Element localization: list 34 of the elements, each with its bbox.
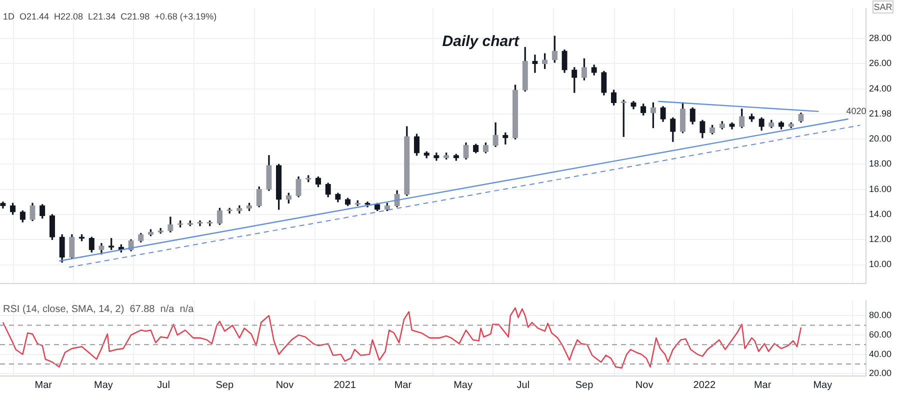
annotation: 1D O21.44 H22.08 L21.34 C21.98 +0.68 (+3.19%) [3, 11, 217, 22]
x-tick-label: 2021 [334, 380, 356, 391]
y-axis-title: SAR [874, 2, 893, 12]
x-tick-label: May [813, 380, 832, 391]
y-tick-label: 16.00 [869, 184, 892, 194]
x-tick-label: Jul [516, 380, 530, 391]
series-label: 4020 [846, 106, 866, 116]
text: Daily chart [442, 33, 520, 50]
x-tick-label: Mar [34, 380, 53, 391]
y-tick-label: 26.00 [869, 58, 892, 68]
x-tick-label: 2022 [693, 380, 716, 391]
y-tick-label: 60.00 [869, 329, 892, 340]
y-tick-label: 21.98 [869, 108, 892, 119]
candlestick [532, 54, 538, 73]
y-tick-label: 12.00 [869, 234, 892, 244]
x-tick-label: Jul [157, 380, 170, 391]
y-tick-label: 28.00 [869, 33, 892, 44]
y-tick-label: 40.00 [869, 348, 892, 359]
x-tick-label: Mar [754, 380, 772, 391]
y-tick-label: 20.00 [869, 134, 892, 144]
x-tick-label: Sep [216, 380, 234, 391]
x-tick-label: May [454, 380, 472, 391]
y-tick-label: 24.00 [869, 83, 892, 94]
y-tick-label: 18.00 [869, 158, 892, 169]
x-tick-label: Mar [394, 380, 412, 391]
y-tick-label: 80.00 [869, 310, 892, 320]
x-tick-label: Sep [575, 380, 594, 391]
x-tick-label: May [94, 380, 113, 391]
y-tick-label: 14.00 [869, 208, 892, 219]
y-tick-label: 10.00 [869, 259, 892, 270]
x-tick-label: Nov [276, 380, 294, 391]
y-tick-label: 20.00 [869, 368, 892, 378]
x-tick-label: Nov [635, 380, 654, 391]
chart-title: RSI (14, close, SMA, 14, 2) 67.88 n/a n/a [3, 304, 194, 316]
